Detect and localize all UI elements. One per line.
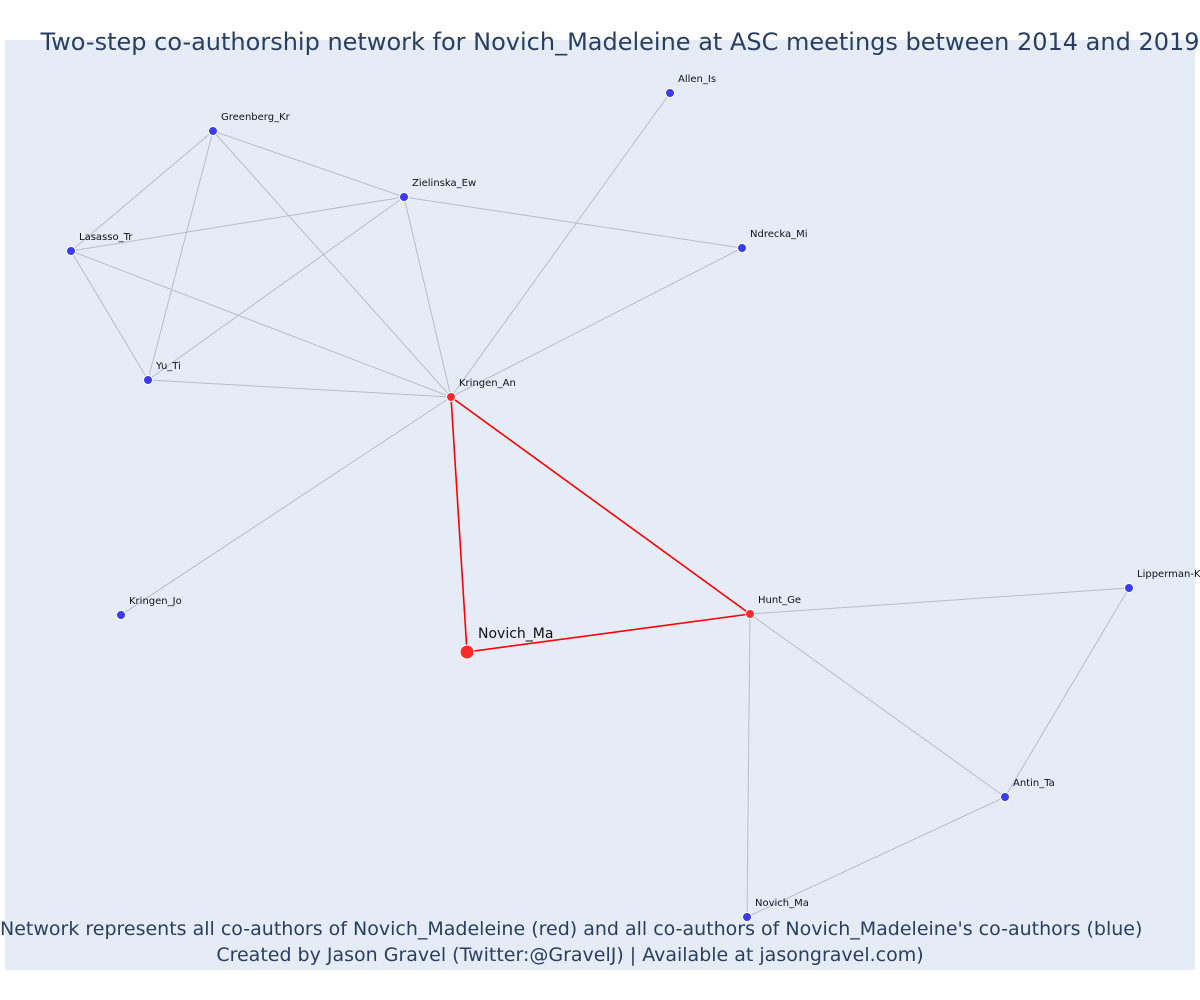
node-allen_is[interactable] bbox=[665, 88, 675, 98]
node-label-kringen_jo: Kringen_Jo bbox=[129, 596, 182, 607]
edge-zielinska_ew-lasasso_tr bbox=[70, 196, 405, 252]
nodes-layer bbox=[66, 88, 1134, 922]
edge-greenberg_kr-zielinska_ew bbox=[212, 130, 405, 198]
node-label-antin_ta: Antin_Ta bbox=[1013, 778, 1055, 789]
edge-greenberg_kr-yu_ti bbox=[147, 130, 214, 381]
edge-greenberg_kr-lasasso_tr bbox=[70, 130, 214, 252]
node-label-lasasso_tr: Lasasso_Tr bbox=[79, 232, 133, 243]
edge-hunt_ge-lipperman bbox=[749, 587, 1130, 615]
edge-kringen_an-zielinska_ew bbox=[403, 196, 452, 398]
node-lipperman[interactable] bbox=[1124, 583, 1134, 593]
caption-credit: Created by Jason Gravel (Twitter:@Gravel… bbox=[216, 944, 924, 966]
edge-kringen_an-kringen_jo bbox=[120, 396, 452, 616]
node-label-yu_ti: Yu_Ti bbox=[155, 361, 181, 372]
node-zielinska_ew[interactable] bbox=[399, 192, 409, 202]
node-label-kringen_an: Kringen_An bbox=[459, 378, 516, 389]
node-label-ndrecka_mi: Ndrecka_Mi bbox=[750, 229, 808, 240]
labels-layer: Novich_Ma Kringen_An Hunt_Ge Allen_Is Greenb… bbox=[79, 74, 1200, 909]
edge-kringen_an-greenberg_kr bbox=[212, 130, 452, 398]
node-lasasso_tr[interactable] bbox=[66, 246, 76, 256]
edge-kringen_an-ndrecka_mi bbox=[450, 247, 743, 398]
node-label-allen_is: Allen_Is bbox=[678, 74, 716, 85]
edge-focus-hunt_ge bbox=[466, 613, 751, 653]
node-novich_ma2[interactable] bbox=[742, 912, 752, 922]
edge-lipperman-antin_ta bbox=[1004, 587, 1130, 798]
edge-hunt_ge-antin_ta bbox=[749, 613, 1006, 798]
chart-title: Two-step co-authorship network for Novic… bbox=[40, 28, 1200, 56]
node-label-greenberg_kr: Greenberg_Kr bbox=[221, 112, 291, 123]
caption-description: Network represents all co-authors of Nov… bbox=[0, 918, 1143, 940]
edge-kringen_an-allen_is bbox=[450, 92, 671, 398]
node-greenberg_kr[interactable] bbox=[208, 126, 218, 136]
node-ndrecka_mi[interactable] bbox=[737, 243, 747, 253]
edge-kringen_an-yu_ti bbox=[147, 379, 452, 398]
node-label-lipperman: Lipperman-K bbox=[1137, 569, 1200, 580]
edge-zielinska_ew-ndrecka_mi bbox=[403, 196, 743, 249]
edge-kringen_an-lasasso_tr bbox=[70, 250, 452, 398]
edge-hunt_ge-novich_ma2 bbox=[746, 613, 751, 918]
node-kringen_jo[interactable] bbox=[116, 610, 126, 620]
edges-layer bbox=[70, 92, 1130, 918]
edge-antin_ta-novich_ma2 bbox=[746, 796, 1006, 918]
node-focus[interactable] bbox=[459, 644, 475, 660]
node-yu_ti[interactable] bbox=[143, 375, 153, 385]
edge-kringen_an-hunt_ge bbox=[450, 396, 751, 615]
edge-lasasso_tr-yu_ti bbox=[70, 250, 149, 381]
node-label-novich_ma2: Novich_Ma bbox=[755, 898, 809, 909]
node-label-zielinska_ew: Zielinska_Ew bbox=[412, 178, 476, 189]
edge-zielinska_ew-yu_ti bbox=[147, 196, 405, 381]
node-kringen_an[interactable] bbox=[446, 392, 456, 402]
node-label-focus: Novich_Ma bbox=[478, 626, 553, 642]
edge-focus-kringen_an bbox=[450, 396, 468, 653]
node-label-hunt_ge: Hunt_Ge bbox=[758, 595, 801, 606]
node-antin_ta[interactable] bbox=[1000, 792, 1010, 802]
node-hunt_ge[interactable] bbox=[745, 609, 755, 619]
